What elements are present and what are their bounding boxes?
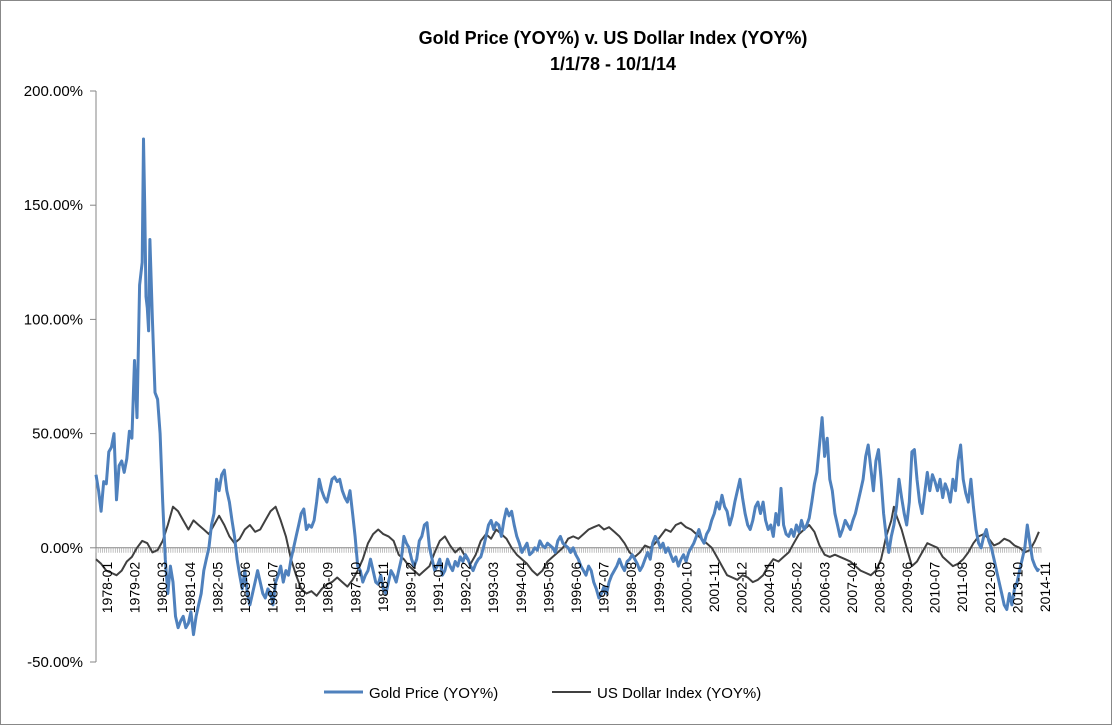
y-tick-label: 150.00%: [24, 197, 83, 214]
x-tick-label: 1998-08: [623, 562, 639, 614]
x-tick-label: 1979-02: [127, 562, 143, 614]
x-tick-label: 2014-11: [1037, 562, 1053, 613]
x-tick-label: 1981-04: [182, 562, 198, 614]
x-tick-label: 1991-01: [430, 562, 446, 614]
x-axis-tick-labels: 1978-01 1979-02 1980-03 1981-04 1982-05 1983-…: [99, 562, 1053, 614]
y-axis-tick-labels: 200.00% 150.00% 100.00% 50.00% 0.00% -50.00%: [24, 83, 83, 671]
x-tick-label: 2004-01: [761, 562, 777, 614]
y-tick-label: 200.00%: [24, 83, 83, 100]
x-tick-label: 2001-11: [706, 562, 722, 613]
x-tick-label: 2009-06: [899, 562, 915, 614]
y-tick-label: 0.00%: [40, 540, 83, 557]
x-tick-label: 1982-05: [209, 562, 225, 614]
chart-subtitle: 1/1/78 - 10/1/14: [550, 54, 676, 74]
x-tick-label: 1987-10: [347, 562, 363, 614]
x-tick-label: 1978-01: [99, 562, 115, 614]
y-tick-label: 50.00%: [32, 426, 83, 443]
x-tick-label: 2013-10: [1009, 562, 1025, 614]
x-tick-label: 2007-04: [844, 562, 860, 614]
legend: Gold Price (YOY%) US Dollar Index (YOY%): [324, 685, 761, 702]
series-lines: [94, 137, 1041, 637]
legend-label-dollar: US Dollar Index (YOY%): [597, 685, 761, 702]
x-tick-label: 1985-08: [292, 562, 308, 614]
x-tick-label: 1983-06: [237, 562, 253, 614]
x-tick-label: 2002-12: [734, 562, 750, 614]
x-tick-label: 1984-07: [265, 562, 281, 614]
x-tick-label: 1999-09: [651, 562, 667, 614]
x-tick-label: 1993-03: [485, 562, 501, 614]
x-tick-label: 1989-12: [403, 562, 419, 614]
x-tick-label: 1995-05: [540, 562, 556, 614]
x-tick-label: 2005-02: [789, 562, 805, 614]
x-tick-label: 2010-07: [927, 562, 943, 614]
y-tick-label: -50.00%: [27, 654, 83, 671]
x-tick-label: 1996-06: [568, 562, 584, 614]
x-tick-label: 1992-02: [458, 562, 474, 614]
chart-title: Gold Price (YOY%) v. US Dollar Index (YO…: [419, 28, 808, 48]
legend-label-gold: Gold Price (YOY%): [369, 685, 498, 702]
x-tick-label: 1986-09: [320, 562, 336, 614]
series-line-gold-price: [94, 137, 1041, 637]
y-tick-label: 100.00%: [24, 311, 83, 328]
y-axis-tick-marks: [90, 90, 96, 663]
x-tick-label: 1980-03: [154, 562, 170, 614]
x-tick-label: 1988-11: [375, 562, 391, 613]
x-tick-label: 2006-03: [816, 562, 832, 614]
x-tick-label: 2000-10: [678, 562, 694, 614]
x-tick-label: 1994-04: [513, 562, 529, 614]
x-tick-label: 2011-08: [954, 562, 970, 613]
x-tick-label: 1997-07: [596, 562, 612, 614]
x-tick-label: 2012-09: [982, 562, 998, 614]
x-tick-label: 2008-05: [872, 562, 888, 614]
